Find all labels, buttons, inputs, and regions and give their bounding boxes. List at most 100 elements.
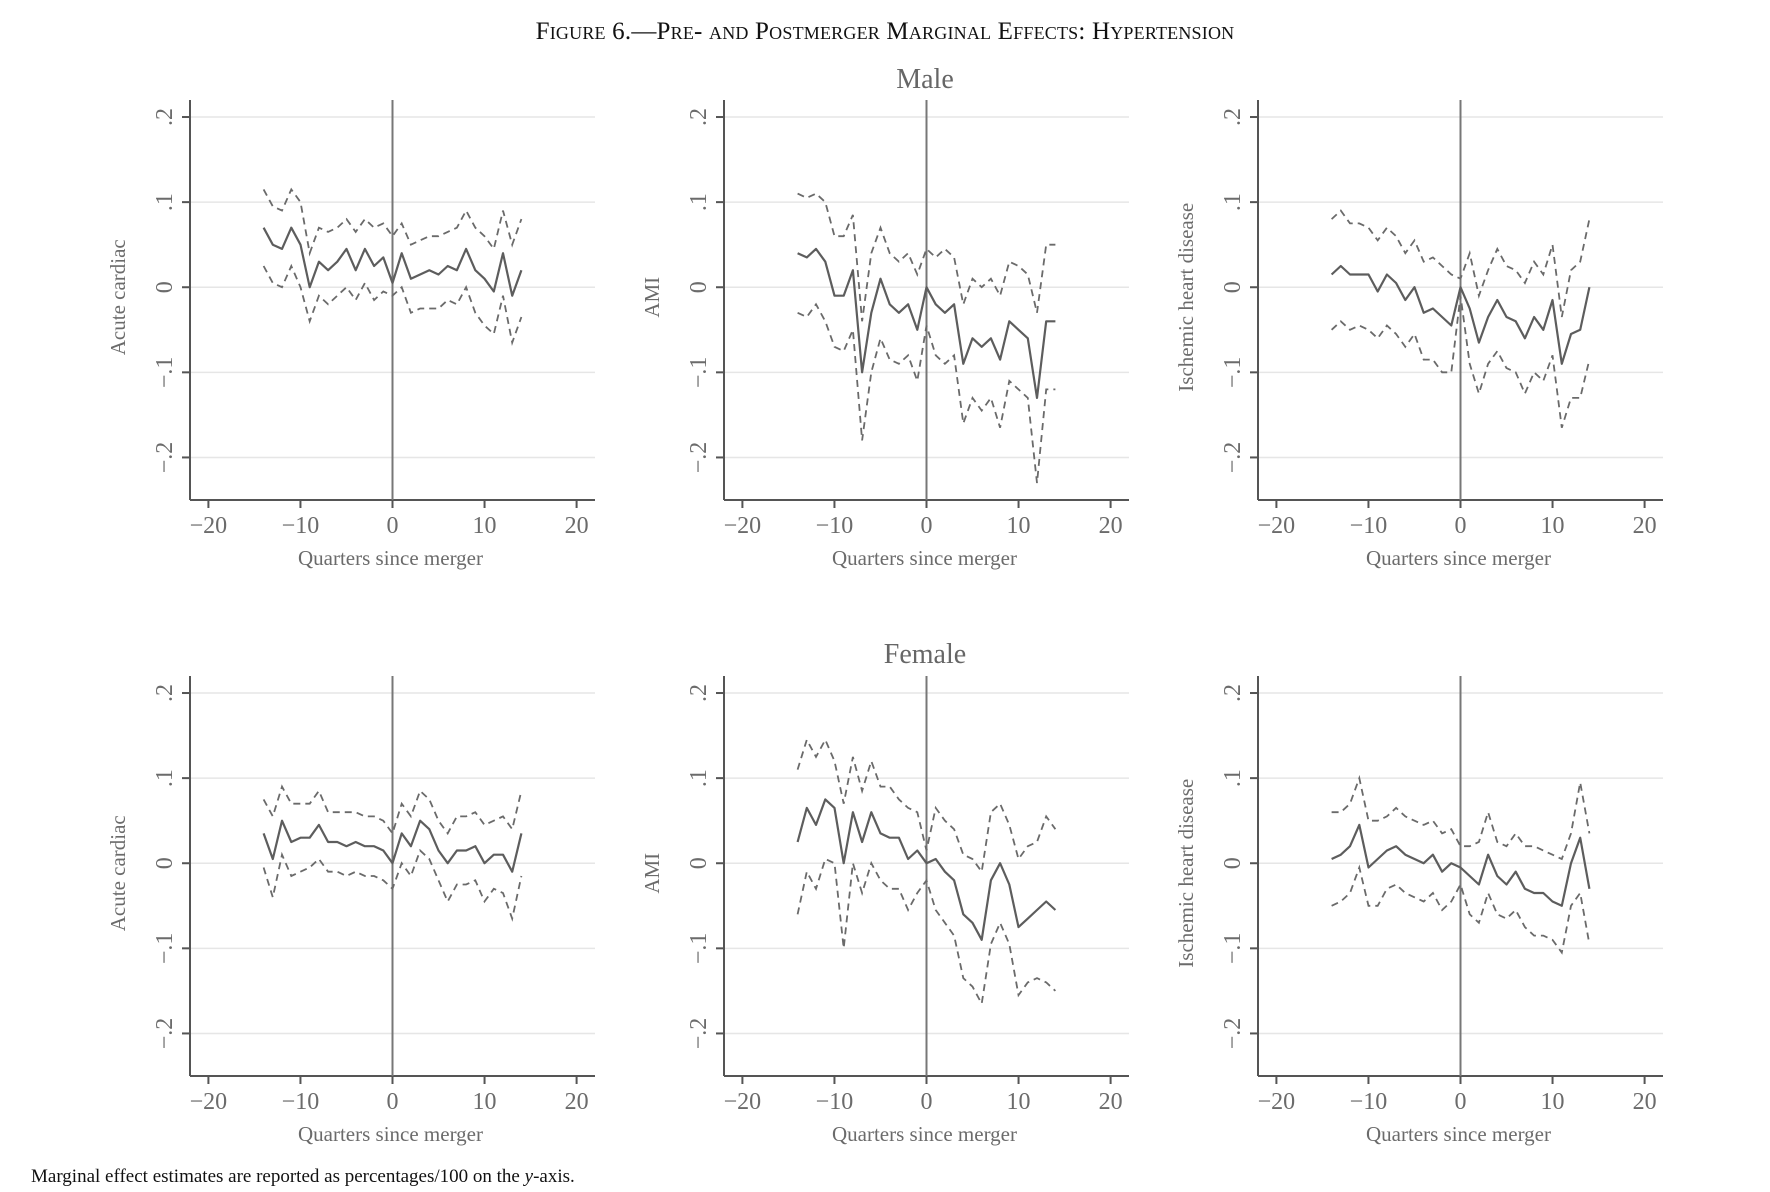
y-tick-label: −.1: [686, 357, 712, 389]
x-tick-label: 0: [1455, 513, 1467, 539]
y-tick-label: −.2: [1220, 442, 1246, 474]
upper-ci-line: [796, 737, 1057, 875]
x-tick-label: 20: [1633, 1089, 1657, 1115]
x-tick-label: 10: [1007, 513, 1031, 539]
y-tick-label: .1: [152, 193, 178, 211]
y-axis-title: Ischemic heart disease: [1174, 779, 1198, 968]
figure-title: Figure 6.—Pre- and Postmerger Marginal E…: [535, 18, 1235, 45]
lower-ci-line: [797, 302, 1056, 484]
x-tick-label: −10: [816, 1089, 854, 1115]
x-tick-label: −20: [190, 513, 228, 539]
x-axis-title: Quarters since merger: [298, 1122, 483, 1146]
figure-note-suffix: -axis.: [533, 1166, 575, 1187]
figure-note: Marginal effect estimates are reported a…: [31, 1166, 575, 1188]
y-tick-label: 0: [152, 281, 178, 293]
x-tick-label: 0: [921, 1089, 933, 1115]
y-tick-label: −.1: [152, 933, 178, 965]
y-axis-title: Acute cardiac: [106, 815, 130, 931]
x-tick-label: 20: [1099, 1089, 1123, 1115]
y-tick-label: .2: [152, 108, 178, 126]
chart-panel-2: −.2 −.1 0 .1 .2 −20 −10 0 10 20 Quarters since mer…: [640, 100, 1129, 570]
y-tick-label: .2: [1220, 108, 1246, 126]
lower-ci-line: [1331, 864, 1591, 955]
y-tick-label: −.2: [686, 442, 712, 474]
x-tick-label: 10: [1541, 513, 1565, 539]
y-tick-label: .1: [1220, 769, 1246, 787]
y-tick-label: 0: [686, 281, 712, 293]
y-tick-label: .2: [686, 108, 712, 126]
y-tick-label: −.2: [152, 442, 178, 474]
x-tick-label: −10: [282, 1089, 320, 1115]
y-axis-title: AMI: [640, 277, 664, 318]
y-tick-label: −.1: [152, 357, 178, 389]
x-tick-label: 10: [473, 513, 497, 539]
x-tick-label: 0: [387, 1089, 399, 1115]
chart-panel-6: −.2 −.1 0 .1 .2 −20 −10 0 10 20 Quarters since mer…: [1174, 676, 1663, 1146]
y-tick-label: −.1: [1220, 357, 1246, 389]
x-tick-label: −20: [1258, 1089, 1296, 1115]
chart-panel-4: −.2 −.1 0 .1 .2 −20 −10 0 10 20 Quarters since mer…: [106, 676, 595, 1146]
x-tick-label: 20: [1099, 513, 1123, 539]
estimate-line: [262, 226, 523, 297]
estimate-line: [262, 819, 523, 873]
x-tick-label: −10: [1350, 513, 1388, 539]
y-axis-title: Acute cardiac: [106, 239, 130, 355]
y-tick-label: −.1: [1220, 933, 1246, 965]
x-tick-label: −10: [816, 513, 854, 539]
y-tick-label: .1: [686, 769, 712, 787]
upper-ci-line: [1331, 774, 1591, 861]
y-tick-label: .1: [1220, 193, 1246, 211]
chart-panel-3: −.2 −.1 0 .1 .2 −20 −10 0 10 20 Quarters since mer…: [1174, 100, 1663, 570]
y-tick-label: .2: [1220, 684, 1246, 702]
x-tick-label: 10: [1541, 1089, 1565, 1115]
x-tick-label: 10: [1007, 1089, 1031, 1115]
y-tick-label: 0: [1220, 281, 1246, 293]
y-tick-label: −.2: [152, 1018, 178, 1050]
y-tick-label: .1: [152, 769, 178, 787]
upper-ci-line: [1330, 209, 1591, 318]
y-axis-title: Ischemic heart disease: [1174, 203, 1198, 392]
x-tick-label: 0: [921, 513, 933, 539]
x-tick-label: 20: [565, 513, 589, 539]
x-axis-title: Quarters since merger: [298, 546, 483, 570]
lower-ci-line: [262, 263, 523, 346]
x-tick-label: −20: [724, 1089, 762, 1115]
x-axis-title: Quarters since merger: [832, 546, 1017, 570]
estimate-line: [796, 798, 1057, 941]
y-tick-label: −.1: [686, 933, 712, 965]
chart-panel-1: −.2 −.1 0 .1 .2 −20 −10 0 10 20 Quarters since mer…: [106, 100, 595, 570]
row-title-female: Female: [884, 639, 966, 670]
x-tick-label: 20: [1633, 513, 1657, 539]
upper-ci-line: [797, 192, 1056, 322]
x-tick-label: −20: [190, 1089, 228, 1115]
estimate-line: [1331, 823, 1591, 907]
x-tick-label: 0: [1455, 1089, 1467, 1115]
lower-ci-line: [796, 857, 1057, 1007]
figure-note-var: y: [524, 1166, 534, 1187]
x-tick-label: −10: [282, 513, 320, 539]
y-tick-label: .2: [686, 684, 712, 702]
x-tick-label: −20: [724, 513, 762, 539]
y-tick-label: −.2: [686, 1018, 712, 1050]
x-axis-title: Quarters since merger: [1366, 546, 1551, 570]
lower-ci-line: [1330, 295, 1591, 428]
y-tick-label: .1: [686, 193, 712, 211]
figure-note-prefix: Marginal effect estimates are reported a…: [31, 1166, 525, 1187]
estimate-line: [1330, 264, 1591, 365]
row-title-male: Male: [896, 64, 954, 95]
x-axis-title: Quarters since merger: [832, 1122, 1017, 1146]
y-tick-label: −.2: [1220, 1018, 1246, 1050]
y-tick-label: 0: [152, 857, 178, 869]
upper-ci-line: [262, 187, 523, 257]
y-axis-title: AMI: [640, 853, 664, 894]
x-tick-label: −20: [1258, 513, 1296, 539]
x-axis-title: Quarters since merger: [1366, 1122, 1551, 1146]
estimate-line: [797, 247, 1056, 399]
y-tick-label: 0: [686, 857, 712, 869]
x-tick-label: 0: [387, 513, 399, 539]
y-tick-label: 0: [1220, 857, 1246, 869]
x-tick-label: 20: [565, 1089, 589, 1115]
x-tick-label: −10: [1350, 1089, 1388, 1115]
x-tick-label: 10: [473, 1089, 497, 1115]
